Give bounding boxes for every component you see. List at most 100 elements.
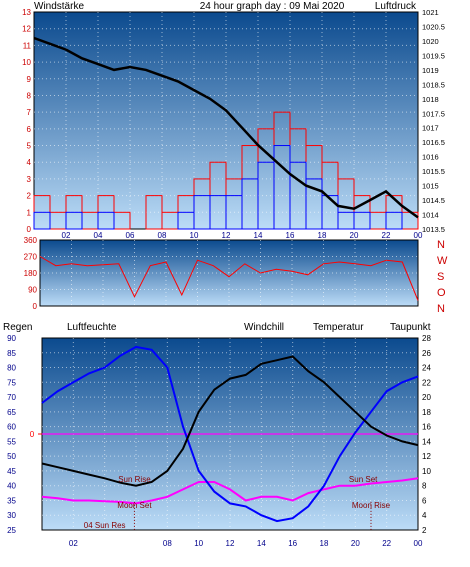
legend-windchill: Windchill — [244, 322, 284, 333]
annotation-label: Sun Rise — [118, 475, 151, 484]
y-tick-label: 0 — [33, 302, 38, 311]
y-tick-label: 2 — [422, 526, 427, 535]
x-tick-label: 10 — [190, 231, 199, 240]
y-tick-label: 1018.5 — [422, 80, 445, 89]
x-tick-label: 00 — [414, 539, 423, 548]
y-axis-right-pressure: 1013.5 1014 1014.5 1015 1015.5 1016 1016.5 1017… — [422, 8, 445, 234]
annotation-label: Sun Set — [349, 475, 378, 484]
temperature-line — [41, 355, 419, 487]
x-tick-label: 18 — [318, 231, 327, 240]
dewpoint-line — [41, 477, 419, 505]
y-tick-label: 80 — [7, 364, 16, 373]
y-tick-label: 65 — [7, 408, 16, 417]
chart-title: 24 hour graph day : 09 Mai 2020 — [200, 1, 345, 12]
y-tick-label: 360 — [24, 236, 38, 245]
y-tick-label: 14 — [422, 437, 431, 446]
right-axis-title: Luftdruck — [375, 1, 417, 12]
y-tick-label: 1018 — [422, 95, 439, 104]
y-tick-label: 1016.5 — [422, 138, 445, 147]
y-tick-label: 60 — [7, 423, 16, 432]
y-tick-label: 1015.5 — [422, 167, 445, 176]
y-tick-label: 16 — [422, 423, 431, 432]
rain-zero-label: 0 — [30, 430, 35, 439]
y-tick-label: 6 — [422, 496, 427, 505]
gust-bar — [97, 211, 115, 230]
y-tick-label: 13 — [22, 8, 31, 17]
y-tick-label: 1017.5 — [422, 109, 445, 118]
legend-regen: Regen — [3, 322, 32, 333]
y-tick-label: 1021 — [422, 8, 439, 17]
y-tick-label: 18 — [422, 408, 431, 417]
y-tick-label: 1016 — [422, 153, 439, 162]
y-axis-left-humidity: 25 30 35 40 45 50 55 60 65 70 75 80 85 90 — [7, 334, 16, 535]
y-tick-label: 70 — [7, 393, 16, 402]
annotation-label: Moon Set — [117, 501, 152, 510]
y-tick-label: 1015 — [422, 182, 439, 191]
y-tick-label: 12 — [422, 452, 431, 461]
y-axis-left-direction: 0 90 180 270 360 — [24, 236, 38, 311]
y-tick-label: 0 — [27, 225, 32, 234]
y-tick-label: 85 — [7, 349, 16, 358]
y-tick-label: 90 — [28, 286, 37, 295]
x-axis-wind-pressure: 02 04 06 08 10 12 14 16 18 20 22 00 — [62, 231, 423, 240]
y-tick-label: 4 — [422, 511, 427, 520]
series-wind-direction — [39, 256, 419, 301]
y-tick-label: 90 — [7, 334, 16, 343]
compass-label: W — [437, 255, 448, 267]
x-tick-label: 10 — [194, 539, 203, 548]
y-tick-label: 24 — [422, 364, 431, 373]
compass-label: N — [437, 239, 445, 251]
y-tick-label: 6 — [27, 125, 32, 134]
compass-label: N — [437, 303, 445, 315]
y-tick-label: 50 — [7, 452, 16, 461]
x-tick-label: 14 — [257, 539, 266, 548]
left-axis-title: Windstärke — [34, 1, 84, 12]
y-tick-label: 8 — [27, 91, 32, 100]
y-tick-label: 8 — [422, 482, 427, 491]
x-tick-label: 20 — [351, 539, 360, 548]
x-tick-label: 08 — [163, 539, 172, 548]
y-tick-label: 1020.5 — [422, 22, 445, 31]
annotation-label: Moon Rise — [352, 501, 391, 510]
x-tick-label: 04 — [94, 231, 103, 240]
y-tick-label: 45 — [7, 467, 16, 476]
x-tick-label: 00 — [414, 231, 423, 240]
x-tick-label: 12 — [222, 231, 231, 240]
series-wind-pressure — [33, 36, 419, 230]
y-tick-label: 7 — [27, 108, 32, 117]
y-tick-label: 1019.5 — [422, 51, 445, 60]
y-tick-label: 9 — [27, 75, 32, 84]
y-tick-label: 4 — [27, 158, 32, 167]
legend-taupunkt: Taupunkt — [390, 322, 431, 333]
x-tick-label: 20 — [350, 231, 359, 240]
y-tick-label: 55 — [7, 437, 16, 446]
gust-bar — [385, 211, 403, 230]
y-tick-label: 35 — [7, 496, 16, 505]
y-tick-label: 2 — [27, 192, 32, 201]
y-tick-label: 180 — [24, 269, 38, 278]
x-axis-temp-humidity: 02 08 10 12 14 16 18 20 22 00 — [69, 539, 423, 548]
legend-luftfeuchte: Luftfeuchte — [67, 322, 117, 333]
x-tick-label: 14 — [254, 231, 263, 240]
y-tick-label: 20 — [422, 393, 431, 402]
gust-bar — [353, 211, 371, 230]
y-tick-label: 26 — [422, 349, 431, 358]
y-tick-label: 1017 — [422, 124, 439, 133]
y-tick-label: 28 — [422, 334, 431, 343]
y-tick-label: 25 — [7, 526, 16, 535]
y-tick-label: 11 — [23, 41, 32, 50]
humidity-line — [41, 345, 419, 523]
y-tick-label: 1 — [27, 208, 32, 217]
y-tick-label: 5 — [27, 142, 32, 151]
panel-temp-humidity: Regen Luftfeuchte Windchill Temperatur T… — [3, 322, 431, 548]
y-tick-label: 1014 — [422, 211, 439, 220]
gust-bar — [65, 211, 83, 230]
x-tick-label: 06 — [126, 231, 135, 240]
gust-bar — [33, 211, 51, 230]
